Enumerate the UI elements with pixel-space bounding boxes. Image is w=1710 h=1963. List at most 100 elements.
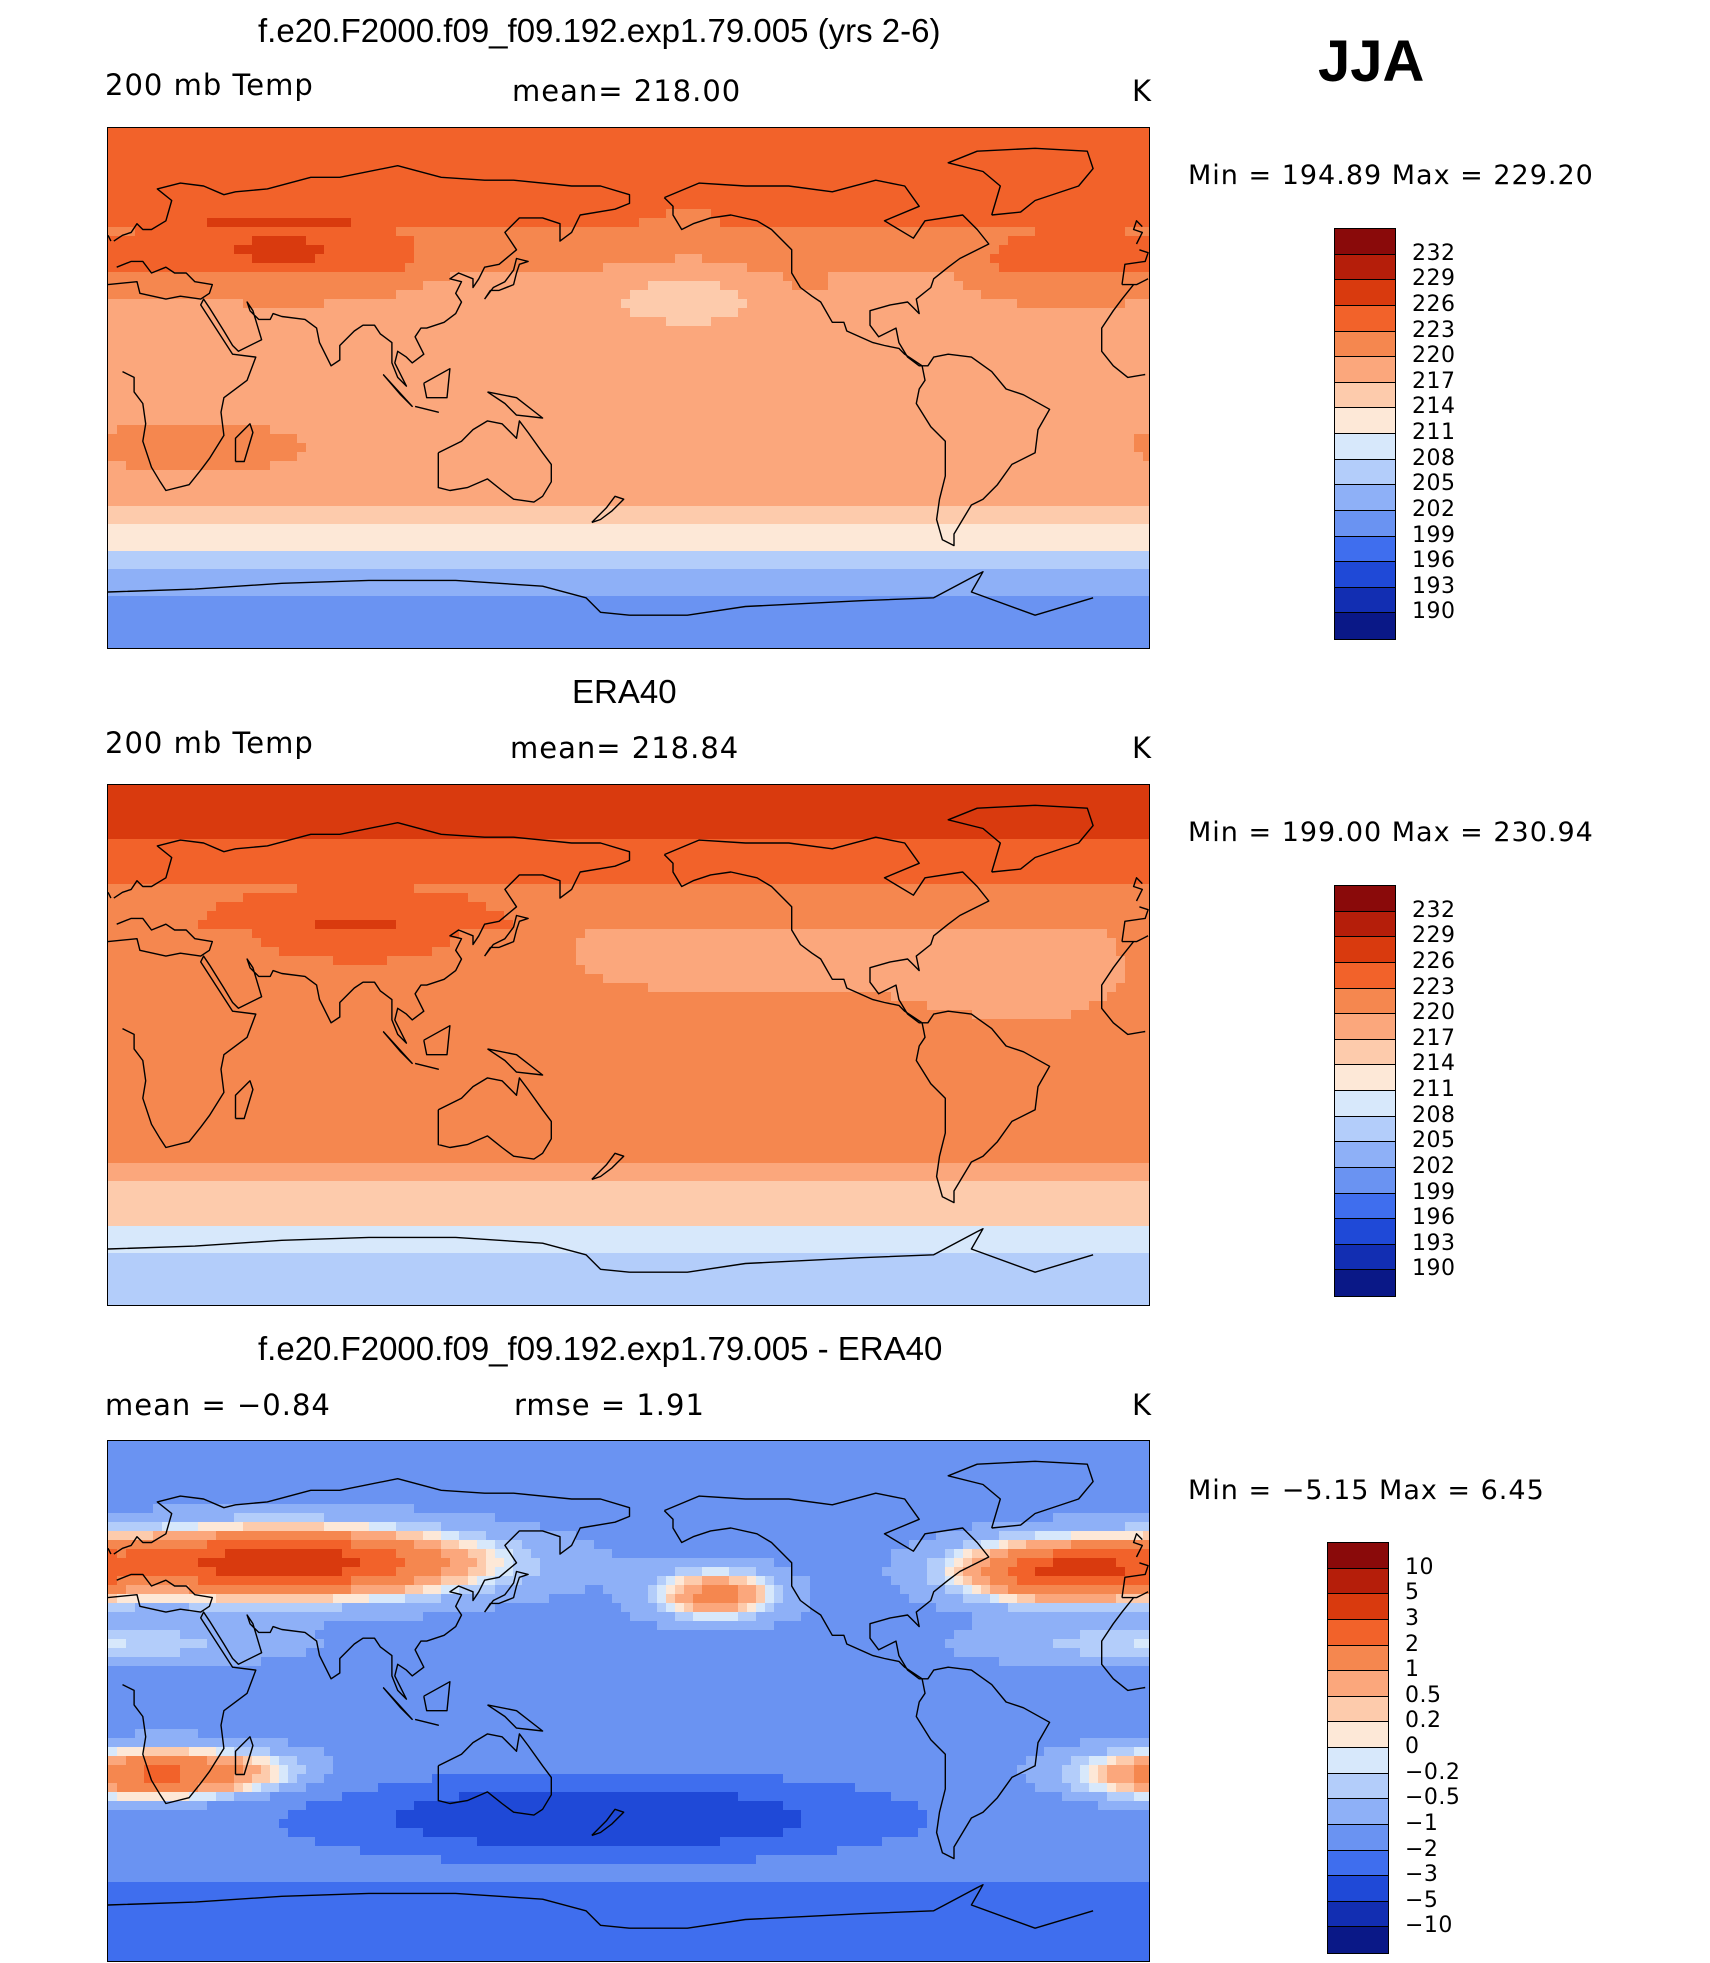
- coastline: [108, 822, 1149, 1149]
- coastline: [108, 571, 1094, 616]
- colorbar-tick-label: 2: [1405, 1632, 1420, 1657]
- colorbar-swatch: [1328, 1824, 1388, 1851]
- coastline: [663, 179, 1051, 547]
- colorbar-tick-label: 217: [1412, 1026, 1456, 1051]
- colorbar-swatch: [1335, 962, 1395, 989]
- panel-2-variable-label: 200 mb Temp: [105, 726, 314, 760]
- colorbar-tick-label: 196: [1412, 1205, 1456, 1230]
- coastline: [108, 220, 1143, 245]
- colorbar-swatch: [1328, 1876, 1388, 1902]
- colorbar-swatch: [1335, 988, 1395, 1015]
- coastline: [437, 1077, 552, 1160]
- coastline: [108, 1533, 1143, 1558]
- coastline: [484, 914, 529, 957]
- coastline: [437, 420, 552, 503]
- coastline: [947, 804, 1094, 873]
- coastline: [487, 1048, 544, 1076]
- colorbar-swatch: [1335, 1244, 1395, 1271]
- coastline: [423, 1025, 451, 1056]
- panel-1-map: [107, 127, 1150, 649]
- colorbar-tick-label: 10: [1405, 1555, 1434, 1580]
- colorbar-swatch: [1335, 1193, 1395, 1220]
- colorbar-swatch: [1328, 1748, 1388, 1774]
- panel-1-colorbar: [1334, 228, 1396, 640]
- colorbar-swatch: [1328, 1773, 1388, 1800]
- coastline: [487, 391, 544, 419]
- season-label: JJA: [1318, 28, 1424, 95]
- colorbar-swatch: [1335, 1039, 1395, 1066]
- coastline: [108, 1884, 1094, 1929]
- colorbar-swatch: [1335, 382, 1395, 409]
- colorbar-swatch: [1328, 1722, 1388, 1748]
- coastline: [947, 1460, 1094, 1529]
- coastline: [382, 1031, 413, 1065]
- colorbar-tick-label: 223: [1412, 975, 1456, 1000]
- colorbar-tick-label: 229: [1412, 923, 1456, 948]
- panel-3-colorbar: [1327, 1542, 1389, 1954]
- colorbar-swatch: [1335, 459, 1395, 486]
- colorbar-tick-label: 0.5: [1405, 1683, 1442, 1708]
- coastline: [234, 1736, 254, 1776]
- colorbar-swatch: [1335, 254, 1395, 281]
- coastline: [663, 836, 1051, 1204]
- coastline: [423, 1681, 451, 1712]
- coastline: [487, 1704, 544, 1732]
- colorbar-tick-label: 232: [1412, 241, 1456, 266]
- coastline: [484, 257, 529, 300]
- colorbar-tick-label: 199: [1412, 1180, 1456, 1205]
- colorbar-tick-label: 3: [1405, 1606, 1420, 1631]
- coastline-layer: [108, 804, 1149, 1273]
- colorbar-swatch: [1328, 1594, 1388, 1620]
- colorbar-tick-label: −5: [1405, 1888, 1438, 1913]
- colorbar-swatch: [1335, 562, 1395, 588]
- colorbar-tick-label: −1: [1405, 1811, 1438, 1836]
- coastline: [947, 147, 1094, 216]
- panel-3-mean-label: mean = −0.84: [105, 1388, 331, 1422]
- colorbar-swatch: [1335, 510, 1395, 537]
- panel-3-title: f.e20.F2000.f09_f09.192.exp1.79.005 - ER…: [258, 1330, 942, 1368]
- panel-2-mean-label: mean= 218.84: [510, 731, 739, 765]
- colorbar-tick-label: 202: [1412, 497, 1456, 522]
- coastline-layer: [108, 1460, 1149, 1929]
- panel-1-variable-label: 200 mb Temp: [105, 68, 314, 102]
- coastline: [414, 405, 439, 413]
- coastline: [414, 1062, 439, 1070]
- colorbar-tick-label: 202: [1412, 1154, 1456, 1179]
- field-layer: [108, 785, 1149, 1305]
- coastline-layer: [108, 147, 1149, 616]
- colorbar-swatch: [1335, 1091, 1395, 1117]
- colorbar-swatch: [1335, 357, 1395, 383]
- colorbar-tick-label: −3: [1405, 1862, 1438, 1887]
- colorbar-swatch: [1335, 911, 1395, 938]
- coastline: [234, 1080, 254, 1120]
- colorbar-swatch: [1328, 1568, 1388, 1595]
- colorbar-tick-label: 220: [1412, 343, 1456, 368]
- colorbar-tick-label: 214: [1412, 394, 1456, 419]
- panel-2-title: ERA40: [572, 673, 677, 711]
- colorbar-swatch: [1335, 305, 1395, 332]
- colorbar-swatch: [1328, 1671, 1388, 1697]
- colorbar-swatch: [1328, 1901, 1388, 1928]
- colorbar-swatch: [1335, 536, 1395, 563]
- colorbar-swatch: [1335, 886, 1395, 912]
- panel-2-colorbar: [1334, 885, 1396, 1297]
- colorbar-tick-label: 208: [1412, 446, 1456, 471]
- coastline: [423, 368, 451, 399]
- panel-1-units: K: [1132, 74, 1152, 108]
- colorbar-swatch: [1335, 485, 1395, 511]
- panel-3-minmax: Min = −5.15 Max = 6.45: [1188, 1475, 1545, 1506]
- colorbar-swatch: [1328, 1850, 1388, 1877]
- panel-3-rmse-label: rmse = 1.91: [514, 1388, 705, 1422]
- colorbar-swatch: [1335, 937, 1395, 963]
- colorbar-tick-label: −0.5: [1405, 1785, 1460, 1810]
- colorbar-tick-label: −0.2: [1405, 1760, 1460, 1785]
- colorbar-tick-label: 5: [1405, 1580, 1420, 1605]
- colorbar-tick-label: 199: [1412, 523, 1456, 548]
- coastline: [108, 1228, 1094, 1273]
- colorbar-tick-label: 211: [1412, 420, 1456, 445]
- coastline: [437, 1733, 552, 1816]
- colorbar-tick-label: 229: [1412, 266, 1456, 291]
- colorbar-tick-label: 226: [1412, 949, 1456, 974]
- colorbar-tick-label: 190: [1412, 1256, 1456, 1281]
- colorbar-swatch: [1328, 1927, 1388, 1953]
